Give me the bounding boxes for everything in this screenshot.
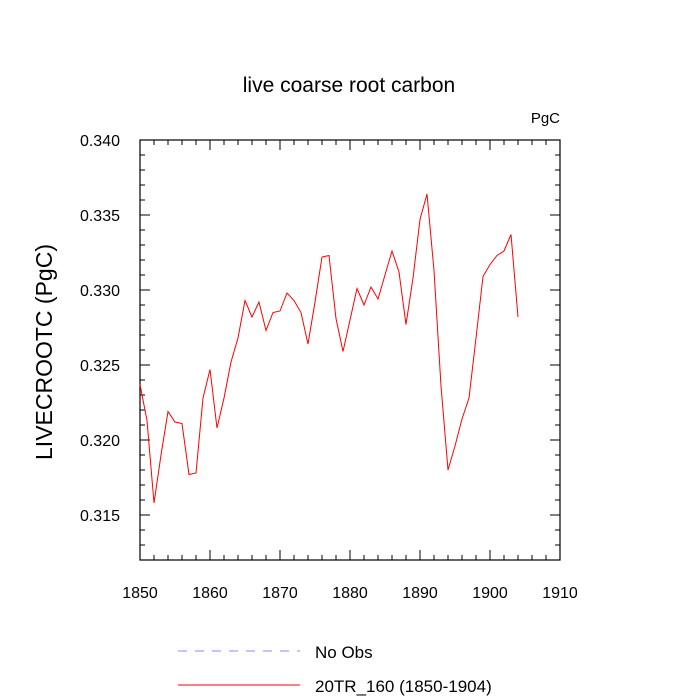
x-tick-label: 1910 bbox=[542, 585, 578, 602]
y-tick-label: 0.330 bbox=[80, 283, 120, 300]
legend-label-no-obs: No Obs bbox=[315, 643, 373, 662]
x-tick-label: 1900 bbox=[472, 585, 508, 602]
plot-frame bbox=[139, 139, 561, 561]
y-axis-label: LIVECROOTC (PgC) bbox=[31, 244, 57, 460]
y-tick-label: 0.325 bbox=[80, 358, 120, 375]
y-tick-label: 0.320 bbox=[80, 433, 120, 450]
units-label: PgC bbox=[531, 110, 560, 127]
y-tick-label: 0.340 bbox=[80, 133, 120, 150]
x-tick-label: 1870 bbox=[262, 585, 298, 602]
x-tick-label: 1860 bbox=[192, 585, 228, 602]
legend: No Obs 20TR_160 (1850-1904) bbox=[178, 643, 492, 696]
chart-title: live coarse root carbon bbox=[243, 74, 455, 97]
legend-label-20tr-160: 20TR_160 (1850-1904) bbox=[315, 677, 492, 696]
y-tick-label: 0.335 bbox=[80, 208, 120, 225]
y-tick-label: 0.315 bbox=[80, 508, 120, 525]
tick-labels: 1850 1860 1870 1880 1890 1900 1910 0.315 0.320 0.… bbox=[80, 133, 578, 602]
x-tick-label: 1890 bbox=[402, 585, 438, 602]
x-tick-label: 1880 bbox=[332, 585, 368, 602]
series-line-1 bbox=[139, 193, 519, 504]
axis-ticks bbox=[139, 139, 561, 561]
x-tick-label: 1850 bbox=[122, 585, 158, 602]
series-layer bbox=[139, 193, 519, 504]
